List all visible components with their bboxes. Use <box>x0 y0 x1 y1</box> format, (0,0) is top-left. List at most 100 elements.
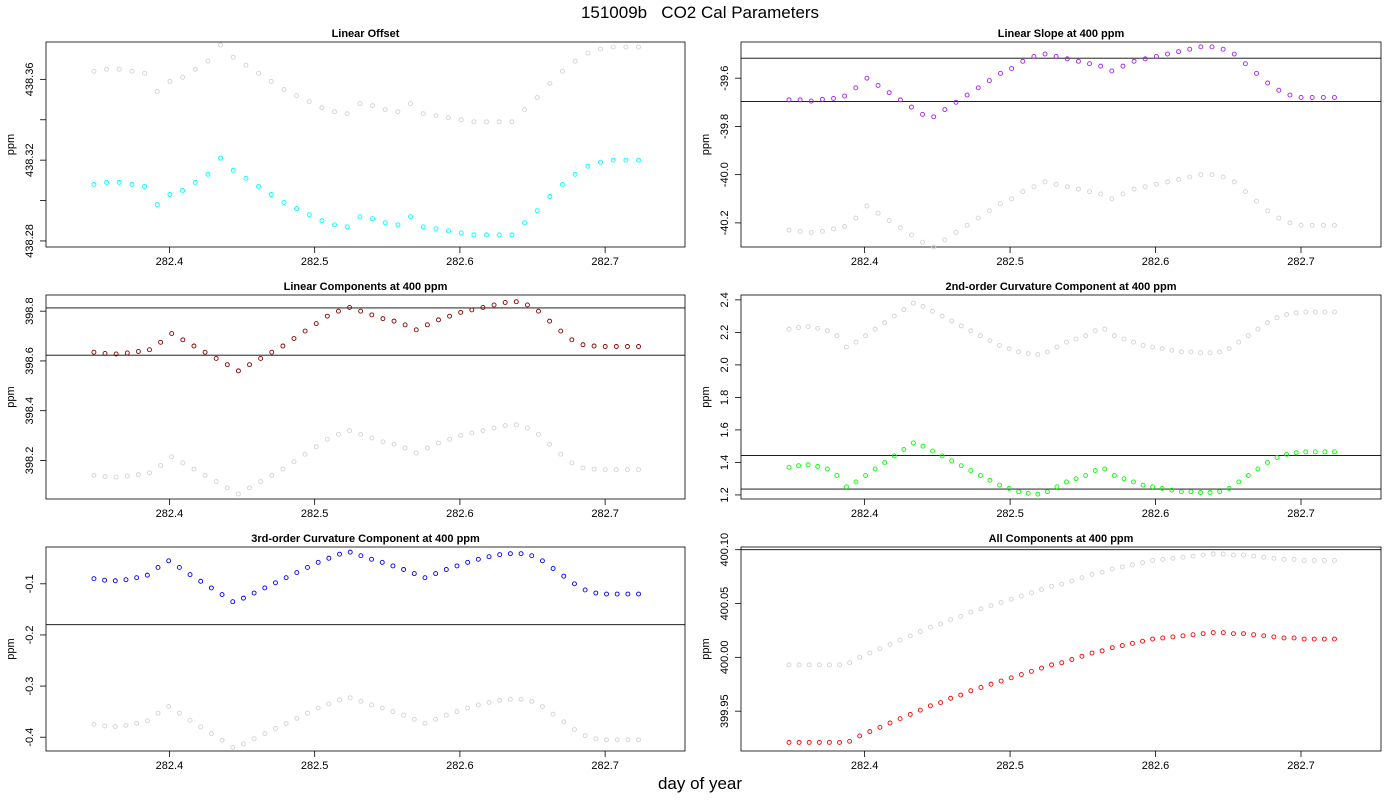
data-point <box>391 318 397 324</box>
data-point <box>347 304 353 310</box>
data-point <box>208 731 214 737</box>
data-point <box>953 230 959 235</box>
data-point <box>1016 489 1022 495</box>
y-tick-label: 1.2 <box>719 487 731 502</box>
data-point <box>1129 640 1135 646</box>
data-point <box>1042 179 1048 185</box>
data-point <box>1236 479 1242 485</box>
data-point <box>269 349 275 355</box>
x-tick-label: 282.7 <box>1287 760 1315 772</box>
data-point <box>529 698 535 704</box>
data-point <box>561 573 567 579</box>
data-point <box>1198 172 1204 178</box>
data-point <box>1075 58 1081 64</box>
data-point <box>1053 181 1059 187</box>
data-point <box>910 440 916 446</box>
data-point <box>1119 643 1125 648</box>
data-point <box>281 87 287 92</box>
y-tick-label: -0.4 <box>24 728 36 747</box>
y-tick-label: 400.05 <box>719 587 731 621</box>
data-point <box>112 578 118 584</box>
data-point <box>591 343 597 349</box>
y-tick-label: 2.4 <box>719 292 731 307</box>
data-point <box>998 678 1004 684</box>
data-point <box>1230 631 1236 637</box>
data-point <box>1312 309 1318 315</box>
data-point <box>1291 556 1297 562</box>
data-point <box>1301 558 1307 563</box>
data-point <box>875 210 881 216</box>
data-point <box>273 726 278 731</box>
data-point <box>1170 555 1176 561</box>
data-point <box>420 224 426 230</box>
data-point <box>867 650 873 656</box>
data-point <box>805 462 811 468</box>
data-point <box>1245 333 1251 339</box>
data-point <box>1242 61 1248 67</box>
data-point <box>978 606 984 612</box>
data-point <box>306 99 312 105</box>
data-point <box>1018 672 1024 678</box>
data-point <box>294 93 300 98</box>
data-point <box>1129 562 1135 568</box>
data-point <box>491 425 497 431</box>
y-axis-label: ppm <box>5 638 17 659</box>
data-point <box>116 179 122 185</box>
data-point <box>319 218 325 224</box>
y-tick-label: -0.3 <box>24 677 36 696</box>
x-tick-label: 282.5 <box>996 760 1024 772</box>
data-point <box>1281 556 1287 562</box>
data-point <box>1251 553 1257 559</box>
x-tick-label: 282.7 <box>1287 256 1315 268</box>
data-point <box>831 95 836 101</box>
data-point <box>819 228 825 234</box>
data-point <box>1198 350 1203 356</box>
data-point <box>433 226 439 232</box>
data-point <box>1178 349 1184 355</box>
data-point <box>582 733 588 739</box>
data-point <box>887 641 893 647</box>
data-point <box>379 559 385 565</box>
data-point <box>509 119 515 125</box>
data-point <box>602 467 608 473</box>
data-point <box>291 459 297 465</box>
data-point <box>1220 174 1226 180</box>
data-point <box>484 119 489 125</box>
data-point <box>1276 215 1282 221</box>
data-point <box>1064 56 1070 62</box>
x-tick-label: 282.5 <box>301 508 329 520</box>
data-point <box>572 58 578 64</box>
data-point <box>518 551 524 557</box>
data-point <box>977 472 983 478</box>
data-point <box>102 351 108 356</box>
plot-frame <box>740 294 1382 500</box>
data-point <box>977 333 983 339</box>
panel-title: All Components at 400 ppm <box>989 533 1134 545</box>
data-point <box>843 344 849 350</box>
panel-4: 2nd-order Curvature Component at 400 ppm… <box>700 281 1382 520</box>
data-point <box>382 220 388 226</box>
y-tick-label: 398.8 <box>24 297 36 325</box>
x-tick-label: 282.6 <box>446 760 474 772</box>
data-point <box>167 78 173 84</box>
data-point <box>1054 484 1060 490</box>
data-point <box>1291 635 1297 641</box>
data-point <box>1198 44 1204 50</box>
y-tick-label: 399.95 <box>719 694 731 728</box>
data-point <box>124 350 130 356</box>
data-point <box>863 333 869 339</box>
data-point <box>104 66 110 72</box>
data-point <box>842 93 848 99</box>
data-point <box>1261 633 1267 639</box>
data-point <box>413 327 419 333</box>
data-point <box>797 228 803 234</box>
data-point <box>358 698 364 704</box>
data-point <box>1073 336 1079 342</box>
data-point <box>938 621 943 627</box>
data-point <box>886 218 892 223</box>
data-point <box>1044 349 1050 355</box>
data-point <box>1332 309 1337 315</box>
data-point <box>357 101 363 107</box>
data-point <box>877 724 883 730</box>
